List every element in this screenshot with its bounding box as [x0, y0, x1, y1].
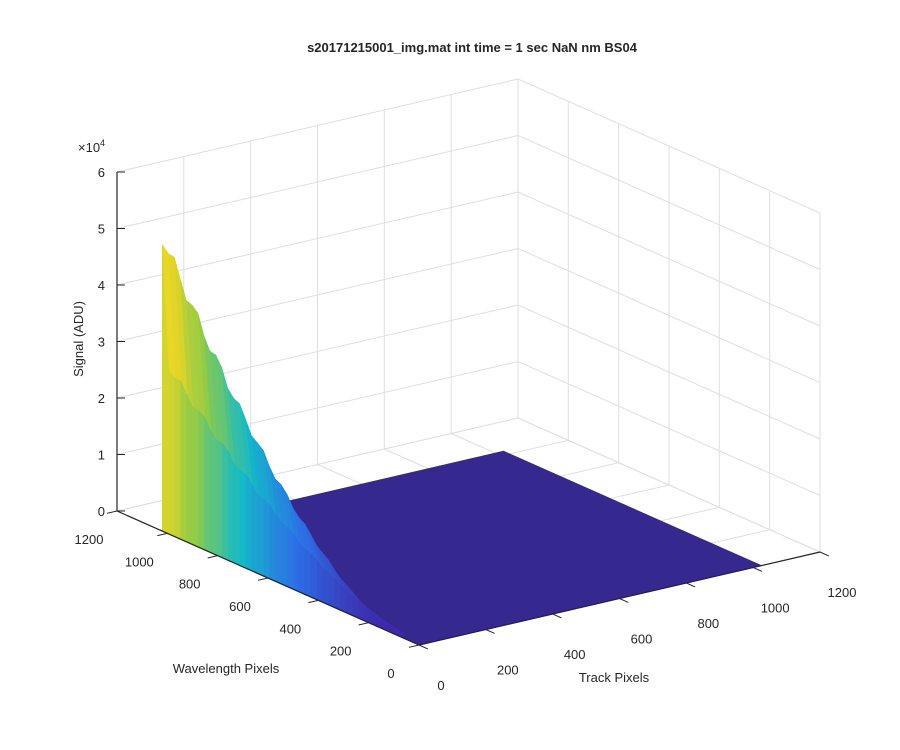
- z-exponent-times: ×10: [78, 140, 100, 155]
- z-exponent-power: 4: [100, 138, 105, 148]
- grid-line-z: [116, 191, 821, 327]
- x-tick-mark: [552, 613, 562, 619]
- y-tick-mark: [257, 577, 269, 581]
- chart-title: s20171215001_img.mat int time = 1 sec Na…: [307, 40, 638, 55]
- x-axis-label: Track Pixels: [579, 670, 650, 685]
- x-tick-label: 1200: [828, 585, 857, 600]
- z-tick-label: 0: [98, 504, 105, 519]
- y-tick-mark: [106, 510, 118, 514]
- y-tick-label: 400: [279, 621, 301, 636]
- z-tick-label: 3: [98, 335, 105, 350]
- grid-line-z: [116, 304, 821, 440]
- y-tick-label: 200: [330, 644, 352, 659]
- x-tick-label: 600: [631, 632, 653, 647]
- grid-line-z: [116, 247, 821, 383]
- grid-line-z: [116, 78, 821, 214]
- z-tick-label: 1: [98, 448, 105, 463]
- z-tick-label: 6: [98, 165, 105, 180]
- grid-line-z: [116, 134, 821, 270]
- y-tick-label: 1200: [75, 532, 104, 547]
- y-axis-label: Wavelength Pixels: [173, 661, 280, 676]
- y-tick-label: 800: [179, 577, 201, 592]
- y-tick-mark: [358, 622, 369, 626]
- y-tick-mark: [207, 555, 218, 559]
- x-tick-label: 1000: [761, 601, 790, 616]
- x-tick-mark: [686, 582, 696, 588]
- tick-labels: 0200400600800100012000200400600800100012…: [75, 165, 857, 693]
- z-tick-label: 4: [98, 278, 105, 293]
- z-axis-label: Signal (ADU): [71, 301, 86, 377]
- grid-line-z: [116, 360, 821, 496]
- y-tick-mark: [308, 599, 319, 604]
- surface-crest-segment: [161, 243, 176, 379]
- z-tick-label: 2: [98, 391, 105, 406]
- y-tick-mark: [157, 532, 168, 537]
- x-tick-label: 200: [497, 663, 519, 678]
- x-tick-label: 800: [697, 616, 719, 631]
- z-exponent-label: ×10 4: [78, 138, 105, 155]
- x-tick-mark: [418, 644, 429, 650]
- y-tick-label: 1000: [125, 554, 154, 569]
- z-tick-label: 5: [98, 222, 105, 237]
- x-tick-label: 0: [437, 678, 444, 693]
- y-tick-mark: [408, 644, 420, 648]
- y-tick-label: 0: [387, 666, 394, 681]
- x-tick-mark: [485, 629, 495, 634]
- signal-surface: [159, 243, 763, 646]
- y-tick-label: 600: [229, 599, 251, 614]
- x-tick-mark: [819, 551, 830, 557]
- x-tick-mark: [752, 567, 763, 572]
- x-tick-label: 400: [564, 647, 586, 662]
- x-tick-mark: [619, 598, 629, 603]
